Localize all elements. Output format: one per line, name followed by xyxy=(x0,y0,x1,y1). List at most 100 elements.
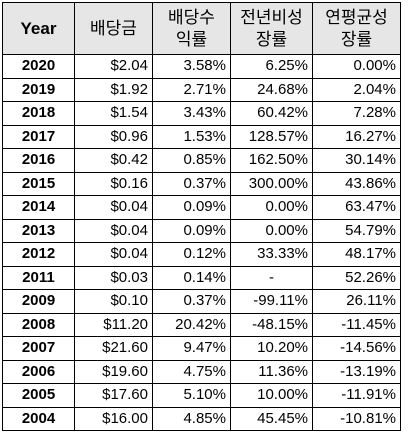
cell-yield: 4.85% xyxy=(152,406,231,431)
cell-yoy-growth: 0.00% xyxy=(230,195,313,220)
cell-yield: 0.12% xyxy=(152,242,231,267)
cell-yoy-growth: 60.42% xyxy=(230,101,313,126)
cell-cagr: 0.00% xyxy=(312,54,401,79)
cell-cagr: -14.56% xyxy=(312,336,401,361)
table-row: 2004 $16.00 4.85% 45.45% -10.81% xyxy=(2,406,401,431)
cell-dividend: $2.04 xyxy=(74,54,153,79)
table-row: 2006 $19.60 4.75% 11.36% -13.19% xyxy=(2,359,401,384)
cell-yield: 5.10% xyxy=(152,383,231,408)
cell-cagr: 26.11% xyxy=(312,289,401,314)
table-row: 2018 $1.54 3.43% 60.42% 7.28% xyxy=(2,101,401,126)
cell-yield: 0.37% xyxy=(152,171,231,196)
cell-yoy-growth: 10.00% xyxy=(230,383,313,408)
header-year: Year xyxy=(2,2,75,55)
cell-year: 2018 xyxy=(2,101,75,126)
table-row: 2007 $21.60 9.47% 10.20% -14.56% xyxy=(2,336,401,361)
cell-dividend: $0.04 xyxy=(74,195,153,220)
table-row: 2017 $0.96 1.53% 128.57% 16.27% xyxy=(2,124,401,149)
cell-cagr: -13.19% xyxy=(312,359,401,384)
cell-yield: 4.75% xyxy=(152,359,231,384)
cell-cagr: 48.17% xyxy=(312,242,401,267)
cell-cagr: 2.04% xyxy=(312,77,401,102)
cell-yield: 9.47% xyxy=(152,336,231,361)
cell-dividend: $11.20 xyxy=(74,312,153,337)
cell-dividend: $0.16 xyxy=(74,171,153,196)
header-cagr-line2: 장률 xyxy=(340,29,373,49)
cell-yield: 3.58% xyxy=(152,54,231,79)
table-row: 2016 $0.42 0.85% 162.50% 30.14% xyxy=(2,148,401,173)
table-row: 2008 $11.20 20.42% -48.15% -11.45% xyxy=(2,312,401,337)
cell-dividend: $17.60 xyxy=(74,383,153,408)
cell-yield: 3.43% xyxy=(152,101,231,126)
cell-yield: 0.85% xyxy=(152,148,231,173)
cell-dividend: $0.03 xyxy=(74,265,153,290)
table-row: 2009 $0.10 0.37% -99.11% 26.11% xyxy=(2,289,401,314)
cell-yield: 0.09% xyxy=(152,195,231,220)
header-yield: 배당수 익률 xyxy=(152,2,231,55)
cell-year: 2012 xyxy=(2,242,75,267)
table-row: 2012 $0.04 0.12% 33.33% 48.17% xyxy=(2,242,401,267)
cell-year: 2019 xyxy=(2,77,75,102)
cell-year: 2005 xyxy=(2,383,75,408)
table-row: 2014 $0.04 0.09% 0.00% 63.47% xyxy=(2,195,401,220)
cell-dividend: $1.54 xyxy=(74,101,153,126)
cell-dividend: $1.92 xyxy=(74,77,153,102)
cell-dividend: $0.04 xyxy=(74,242,153,267)
cell-yoy-growth: -99.11% xyxy=(230,289,313,314)
cell-yoy-growth: 128.57% xyxy=(230,124,313,149)
cell-cagr: 30.14% xyxy=(312,148,401,173)
cell-year: 2014 xyxy=(2,195,75,220)
cell-cagr: 43.86% xyxy=(312,171,401,196)
cell-yield: 0.37% xyxy=(152,289,231,314)
cell-year: 2008 xyxy=(2,312,75,337)
cell-dividend: $0.96 xyxy=(74,124,153,149)
cell-year: 2016 xyxy=(2,148,75,173)
header-yoy-growth: 전년비성 장률 xyxy=(230,2,313,55)
cell-yoy-growth: 162.50% xyxy=(230,148,313,173)
header-yield-line2: 익률 xyxy=(175,29,208,49)
header-yield-line1: 배당수 xyxy=(168,7,215,27)
header-yoy-line2: 장률 xyxy=(255,29,288,49)
table-row: 2011 $0.03 0.14% -52.26% xyxy=(2,265,401,290)
cell-dividend: $0.04 xyxy=(74,218,153,243)
cell-year: 2020 xyxy=(2,54,75,79)
cell-cagr: 16.27% xyxy=(312,124,401,149)
cell-year: 2009 xyxy=(2,289,75,314)
cell-cagr: 63.47% xyxy=(312,195,401,220)
table-row: 2013 $0.04 0.09% 0.00% 54.79% xyxy=(2,218,401,243)
cell-year: 2004 xyxy=(2,406,75,431)
cell-yoy-growth: 24.68% xyxy=(230,77,313,102)
cell-cagr: 7.28% xyxy=(312,101,401,126)
header-cagr: 연평균성 장률 xyxy=(312,2,401,55)
cell-yoy-growth: -48.15% xyxy=(230,312,313,337)
cell-year: 2011 xyxy=(2,265,75,290)
cell-year: 2017 xyxy=(2,124,75,149)
cell-year: 2006 xyxy=(2,359,75,384)
cell-dividend: $16.00 xyxy=(74,406,153,431)
cell-yoy-growth: - xyxy=(230,265,313,290)
cell-yoy-growth: 10.20% xyxy=(230,336,313,361)
table-row: 2019 $1.92 2.71% 24.68% 2.04% xyxy=(2,77,401,102)
cell-yield: 0.09% xyxy=(152,218,231,243)
cell-yoy-growth: 6.25% xyxy=(230,54,313,79)
header-cagr-line1: 연평균성 xyxy=(325,7,388,27)
cell-yield: 1.53% xyxy=(152,124,231,149)
cell-yoy-growth: 0.00% xyxy=(230,218,313,243)
cell-yield: 20.42% xyxy=(152,312,231,337)
header-yoy-line1: 전년비성 xyxy=(240,7,303,27)
cell-dividend: $21.60 xyxy=(74,336,153,361)
table-row: 2020 $2.04 3.58% 6.25% 0.00% xyxy=(2,54,401,79)
cell-yield: 2.71% xyxy=(152,77,231,102)
cell-yoy-growth: 33.33% xyxy=(230,242,313,267)
header-dividend: 배당금 xyxy=(74,2,153,55)
dividend-history-table: Year 배당금 배당수 익률 전년비성 장률 연평균성 장률 2020 $2.0… xyxy=(2,2,401,431)
cell-yoy-growth: 45.45% xyxy=(230,406,313,431)
table-row: 2005 $17.60 5.10% 10.00% -11.91% xyxy=(2,383,401,408)
cell-year: 2007 xyxy=(2,336,75,361)
cell-cagr: -10.81% xyxy=(312,406,401,431)
cell-cagr: -11.45% xyxy=(312,312,401,337)
cell-dividend: $0.42 xyxy=(74,148,153,173)
cell-cagr: 52.26% xyxy=(312,265,401,290)
cell-cagr: 54.79% xyxy=(312,218,401,243)
cell-year: 2013 xyxy=(2,218,75,243)
